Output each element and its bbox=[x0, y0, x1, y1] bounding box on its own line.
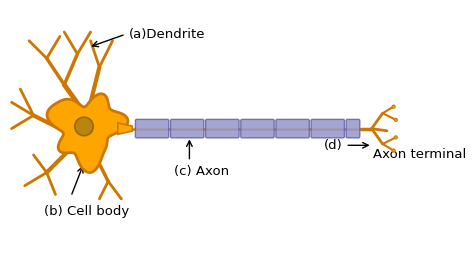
FancyBboxPatch shape bbox=[206, 119, 239, 138]
Text: (b) Cell body: (b) Cell body bbox=[45, 205, 130, 218]
Ellipse shape bbox=[392, 105, 395, 108]
Polygon shape bbox=[118, 123, 132, 134]
Ellipse shape bbox=[75, 117, 93, 136]
FancyBboxPatch shape bbox=[346, 119, 360, 138]
Text: (c) Axon: (c) Axon bbox=[174, 165, 229, 178]
FancyBboxPatch shape bbox=[276, 119, 310, 138]
Ellipse shape bbox=[394, 136, 397, 139]
FancyBboxPatch shape bbox=[241, 119, 274, 138]
FancyBboxPatch shape bbox=[171, 119, 204, 138]
Text: (a)Dendrite: (a)Dendrite bbox=[129, 28, 205, 41]
FancyBboxPatch shape bbox=[311, 119, 345, 138]
Ellipse shape bbox=[394, 118, 397, 121]
Polygon shape bbox=[47, 94, 128, 172]
Ellipse shape bbox=[392, 149, 395, 152]
Text: Axon terminal: Axon terminal bbox=[373, 148, 466, 161]
Text: (d): (d) bbox=[323, 139, 342, 152]
FancyBboxPatch shape bbox=[136, 119, 169, 138]
